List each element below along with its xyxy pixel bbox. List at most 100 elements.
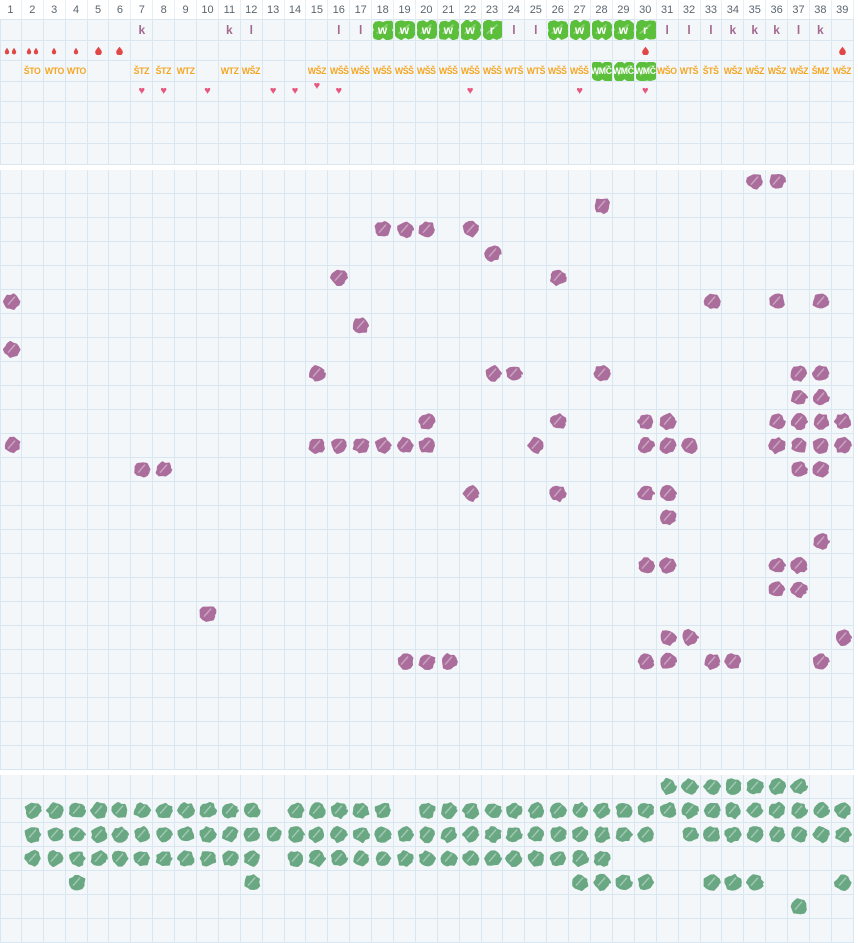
green-observation-cell[interactable] bbox=[437, 919, 460, 943]
observation-cell[interactable] bbox=[153, 290, 176, 314]
observation-cell[interactable] bbox=[65, 746, 88, 770]
observation-cell[interactable] bbox=[43, 266, 66, 290]
green-observation-cell[interactable] bbox=[809, 799, 832, 823]
empty-cell[interactable] bbox=[700, 144, 723, 165]
observation-cell[interactable] bbox=[415, 242, 438, 266]
observation-cell[interactable] bbox=[87, 482, 110, 506]
observation-cell[interactable] bbox=[459, 314, 482, 338]
observation-cell[interactable] bbox=[415, 314, 438, 338]
observation-cell[interactable] bbox=[831, 698, 854, 722]
observation-cell[interactable] bbox=[262, 626, 285, 650]
empty-cell[interactable] bbox=[350, 123, 373, 144]
green-observation-cell[interactable] bbox=[437, 799, 460, 823]
observation-cell[interactable] bbox=[328, 170, 351, 194]
observation-cell[interactable] bbox=[43, 458, 66, 482]
observation-cell[interactable] bbox=[306, 290, 329, 314]
green-observation-cell[interactable] bbox=[503, 871, 526, 895]
green-observation-cell[interactable] bbox=[328, 799, 351, 823]
observation-cell[interactable] bbox=[372, 386, 395, 410]
observation-cell[interactable] bbox=[175, 386, 198, 410]
observation-cell[interactable] bbox=[700, 314, 723, 338]
observation-cell[interactable] bbox=[175, 650, 198, 674]
mucus-code-cell[interactable] bbox=[284, 61, 307, 82]
observation-cell[interactable] bbox=[262, 434, 285, 458]
observation-cell[interactable] bbox=[722, 194, 745, 218]
observation-cell[interactable] bbox=[43, 482, 66, 506]
empty-cell[interactable] bbox=[218, 102, 241, 123]
observation-cell[interactable] bbox=[175, 338, 198, 362]
day-number-cell[interactable]: 3 bbox=[43, 0, 66, 20]
observation-cell[interactable] bbox=[65, 722, 88, 746]
observation-cell[interactable] bbox=[700, 242, 723, 266]
empty-cell[interactable] bbox=[284, 144, 307, 165]
symptom-letter-cell[interactable] bbox=[0, 20, 22, 41]
observation-cell[interactable] bbox=[372, 698, 395, 722]
observation-cell[interactable] bbox=[591, 602, 613, 626]
bleeding-drop-cell[interactable] bbox=[700, 41, 723, 61]
green-observation-cell[interactable] bbox=[153, 799, 176, 823]
observation-cell[interactable] bbox=[591, 434, 613, 458]
observation-cell[interactable] bbox=[415, 482, 438, 506]
observation-cell[interactable] bbox=[284, 626, 307, 650]
green-observation-cell[interactable] bbox=[372, 895, 395, 919]
observation-cell[interactable] bbox=[503, 314, 526, 338]
observation-cell[interactable] bbox=[656, 602, 679, 626]
day-number-cell[interactable]: 27 bbox=[569, 0, 592, 20]
observation-cell[interactable] bbox=[328, 362, 351, 386]
observation-cell[interactable] bbox=[284, 386, 307, 410]
symptom-letter-cell[interactable]: w bbox=[459, 20, 482, 41]
observation-cell[interactable] bbox=[21, 266, 44, 290]
day-number-cell[interactable]: 36 bbox=[766, 0, 789, 20]
observation-cell[interactable] bbox=[459, 554, 482, 578]
green-observation-cell[interactable] bbox=[0, 847, 22, 871]
observation-cell[interactable] bbox=[175, 218, 198, 242]
observation-cell[interactable] bbox=[284, 290, 307, 314]
symptom-letter-cell[interactable]: l bbox=[656, 20, 679, 41]
observation-cell[interactable] bbox=[591, 458, 613, 482]
observation-cell[interactable] bbox=[131, 530, 154, 554]
observation-cell[interactable] bbox=[109, 242, 132, 266]
green-observation-cell[interactable] bbox=[109, 919, 132, 943]
green-observation-cell[interactable] bbox=[175, 919, 198, 943]
green-observation-cell[interactable] bbox=[197, 871, 219, 895]
observation-cell[interactable] bbox=[634, 506, 657, 530]
symptom-letter-cell[interactable]: w bbox=[547, 20, 570, 41]
observation-cell[interactable] bbox=[65, 386, 88, 410]
observation-cell[interactable] bbox=[809, 626, 832, 650]
observation-cell[interactable] bbox=[831, 626, 854, 650]
green-observation-cell[interactable] bbox=[525, 847, 548, 871]
observation-cell[interactable] bbox=[612, 746, 635, 770]
mucus-code-cell[interactable] bbox=[0, 61, 22, 82]
green-observation-cell[interactable] bbox=[153, 847, 176, 871]
observation-cell[interactable] bbox=[503, 290, 526, 314]
observation-cell[interactable] bbox=[700, 290, 723, 314]
observation-cell[interactable] bbox=[197, 578, 219, 602]
observation-cell[interactable] bbox=[262, 218, 285, 242]
observation-cell[interactable] bbox=[218, 458, 241, 482]
observation-cell[interactable] bbox=[306, 650, 329, 674]
observation-cell[interactable] bbox=[788, 458, 810, 482]
green-observation-cell[interactable] bbox=[437, 847, 460, 871]
observation-cell[interactable] bbox=[809, 242, 832, 266]
observation-cell[interactable] bbox=[240, 194, 263, 218]
observation-cell[interactable] bbox=[525, 362, 548, 386]
observation-cell[interactable] bbox=[831, 530, 854, 554]
observation-cell[interactable] bbox=[591, 554, 613, 578]
green-observation-cell[interactable] bbox=[175, 799, 198, 823]
observation-cell[interactable] bbox=[197, 218, 219, 242]
observation-cell[interactable] bbox=[788, 242, 810, 266]
empty-cell[interactable] bbox=[284, 123, 307, 144]
observation-cell[interactable] bbox=[656, 578, 679, 602]
observation-cell[interactable] bbox=[87, 410, 110, 434]
observation-cell[interactable] bbox=[350, 290, 373, 314]
mucus-code-cell[interactable]: WTŠ bbox=[525, 61, 548, 82]
observation-cell[interactable] bbox=[415, 170, 438, 194]
observation-cell[interactable] bbox=[262, 698, 285, 722]
observation-cell[interactable] bbox=[569, 722, 592, 746]
bleeding-drop-cell[interactable] bbox=[722, 41, 745, 61]
observation-cell[interactable] bbox=[372, 410, 395, 434]
observation-cell[interactable] bbox=[788, 650, 810, 674]
observation-cell[interactable] bbox=[109, 266, 132, 290]
observation-cell[interactable] bbox=[547, 458, 570, 482]
observation-cell[interactable] bbox=[21, 338, 44, 362]
